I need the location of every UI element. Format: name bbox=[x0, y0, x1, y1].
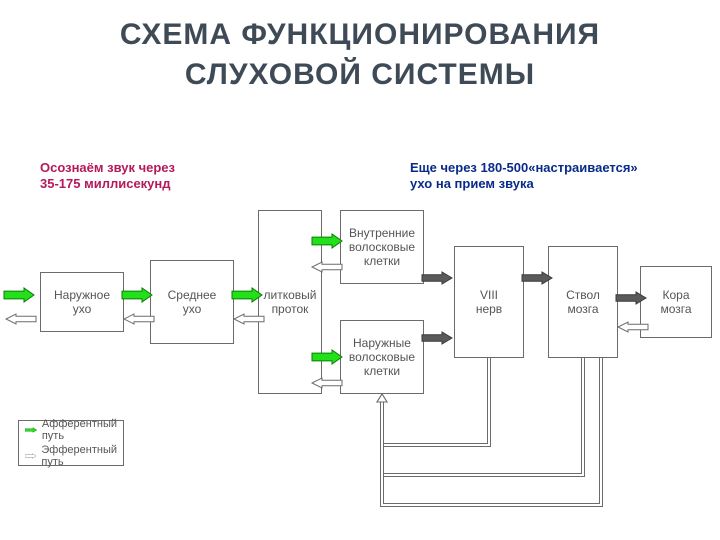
box-inner_hair: Внутренниеволосковыеклетки bbox=[340, 210, 424, 284]
box-nerve: VIIIнерв bbox=[454, 246, 524, 358]
note-left: Осознаём звук через35-175 миллисекунд bbox=[40, 160, 175, 193]
note-right: Еще через 180-500«настраивается» ухо на … bbox=[410, 160, 638, 193]
legend: АфферентныйпутьЭфферентныйпуть bbox=[18, 420, 124, 466]
box-middle_ear: Среднееухо bbox=[150, 260, 234, 344]
legend-efferent: Эфферентныйпуть bbox=[25, 444, 117, 468]
title-line2: СЛУХОВОЙ СИСТЕМЫ bbox=[0, 58, 720, 92]
note-left-l1: Осознаём звук через bbox=[40, 160, 175, 175]
arrow-icon bbox=[25, 425, 37, 435]
arrow-forward-3 bbox=[422, 332, 452, 344]
title-line1: СХЕМА ФУНКЦИОНИРОВАНИЯ bbox=[0, 18, 720, 52]
legend-afferent: Афферентныйпуть bbox=[25, 418, 117, 442]
arrow-icon bbox=[25, 452, 36, 460]
box-outer_ear: Наружноеухо bbox=[40, 272, 124, 332]
box-outer_hair: Наружныеволосковыеклетки bbox=[340, 320, 424, 394]
box-cochlear_duct: литковый проток bbox=[258, 210, 322, 394]
note-right-l2: ухо на прием звука bbox=[410, 176, 534, 191]
arrow-afferent-1 bbox=[122, 288, 152, 302]
note-right-l1: Еще через 180-500«настраивается» bbox=[410, 160, 638, 175]
arrow-efferent-0 bbox=[6, 314, 36, 324]
arrow-afferent-0 bbox=[4, 288, 34, 302]
arrow-forward-0 bbox=[422, 272, 452, 284]
note-left-l2: 35-175 миллисекунд bbox=[40, 176, 171, 191]
box-brainstem: Стволмозга bbox=[548, 246, 618, 358]
box-cortex: Корамозга bbox=[640, 266, 712, 338]
